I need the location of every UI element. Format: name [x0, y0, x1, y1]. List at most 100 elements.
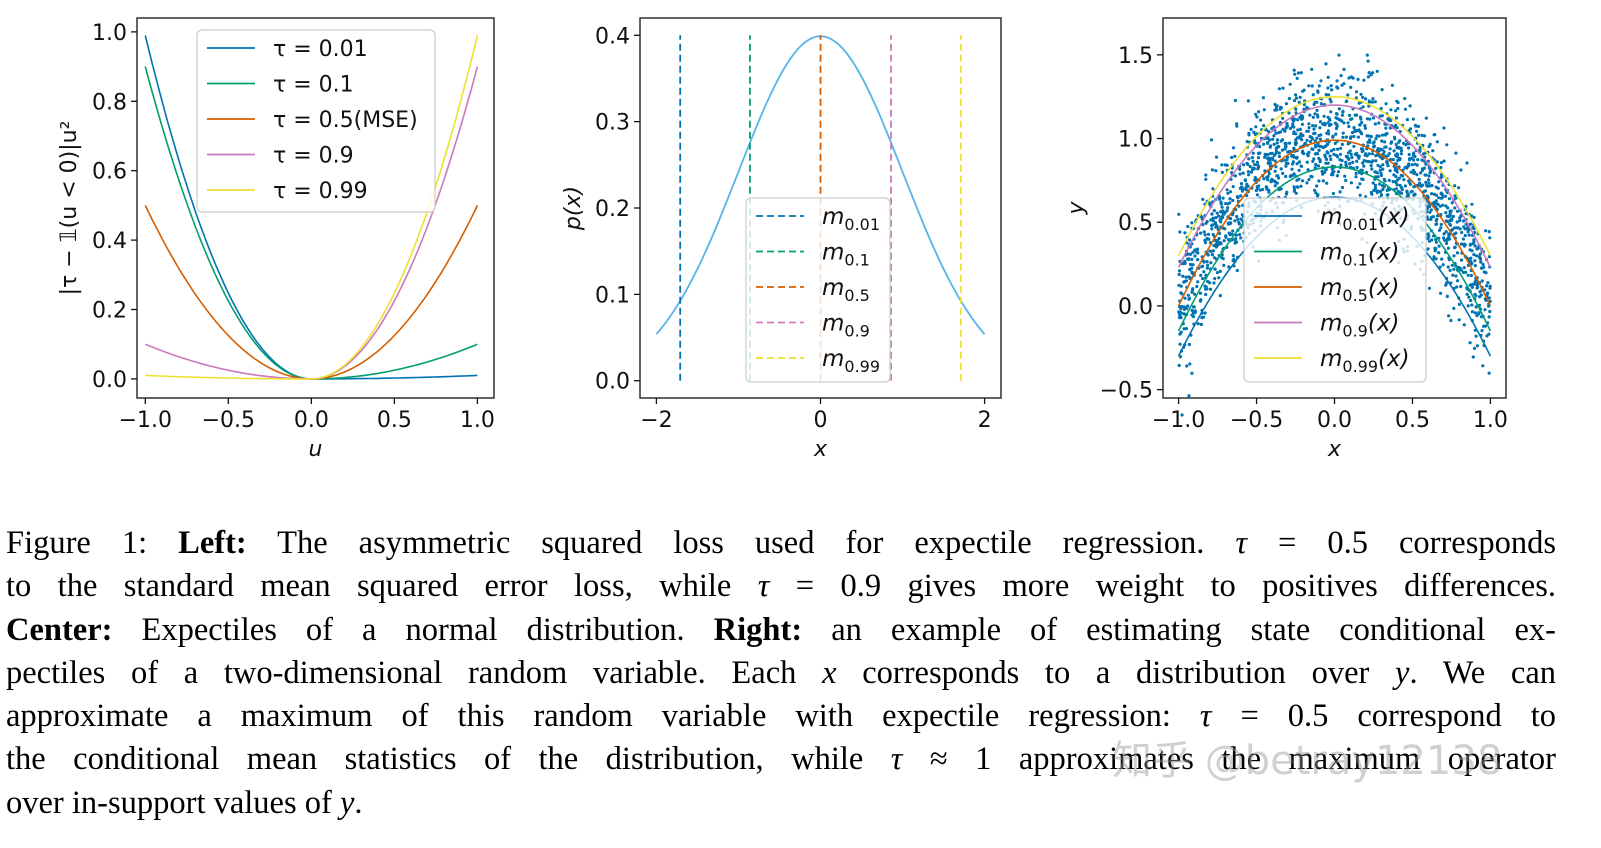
y-tick-label: 0.0: [1118, 295, 1153, 320]
scatter-point: [1329, 110, 1333, 114]
scatter-point: [1375, 134, 1379, 138]
scatter-point: [1292, 187, 1297, 191]
scatter-point: [1368, 138, 1372, 142]
scatter-point: [1439, 175, 1443, 179]
scatter-point: [1474, 305, 1478, 309]
scatter-point: [1379, 173, 1383, 177]
scatter-point: [1323, 170, 1327, 174]
scatter-point: [1270, 126, 1274, 131]
scatter-point: [1199, 273, 1203, 277]
scatter-point: [1290, 167, 1294, 171]
scatter-point: [1485, 334, 1489, 338]
scatter-point: [1338, 152, 1342, 156]
scatter-point: [1317, 84, 1321, 88]
scatter-point: [1324, 161, 1328, 165]
caption-math-symbol: y: [1395, 654, 1410, 691]
scatter-point: [1292, 155, 1296, 159]
scatter-point: [1428, 184, 1432, 188]
scatter-point: [1344, 178, 1348, 183]
scatter-point: [1312, 127, 1316, 131]
scatter-point: [1278, 107, 1282, 111]
scatter-point: [1222, 212, 1226, 216]
scatter-point: [1292, 130, 1296, 134]
scatter-point: [1245, 161, 1249, 165]
scatter-point: [1298, 95, 1302, 99]
scatter-point: [1306, 168, 1310, 172]
scatter-point: [1277, 145, 1281, 149]
scatter-point: [1406, 192, 1410, 196]
scatter-point: [1358, 193, 1362, 197]
scatter-point: [1190, 257, 1194, 261]
scatter-point: [1450, 218, 1454, 222]
scatter-point: [1263, 152, 1267, 156]
scatter-point: [1487, 230, 1491, 234]
scatter-point: [1445, 143, 1449, 147]
scatter-point: [1409, 190, 1413, 194]
legend-label-subscript: 0.5: [1342, 286, 1367, 305]
scatter-point: [1299, 71, 1303, 75]
scatter-point: [1275, 174, 1279, 178]
scatter-point: [1226, 202, 1230, 206]
scatter-point: [1439, 291, 1443, 295]
scatter-point: [1255, 163, 1260, 167]
scatter-point: [1324, 157, 1329, 161]
scatter-point: [1399, 152, 1403, 156]
scatter-point: [1430, 238, 1434, 242]
scatter-point: [1453, 194, 1457, 198]
scatter-point: [1235, 268, 1239, 273]
y-tick-label: 0.4: [92, 229, 127, 254]
caption-text: an example of estimating state condition…: [802, 611, 1556, 648]
scatter-point: [1352, 134, 1356, 139]
scatter-point: [1398, 139, 1402, 143]
scatter-point: [1403, 96, 1407, 101]
scatter-point: [1231, 146, 1236, 150]
scatter-point: [1301, 89, 1305, 93]
scatter-point: [1473, 244, 1477, 248]
scatter-point: [1473, 280, 1477, 284]
scatter-point: [1334, 153, 1338, 157]
scatter-point: [1360, 120, 1364, 125]
scatter-point: [1373, 183, 1378, 187]
scatter-point: [1344, 160, 1348, 164]
scatter-point: [1473, 230, 1477, 234]
x-tick-label: −1.0: [1152, 408, 1205, 433]
scatter-point: [1330, 88, 1334, 92]
legend-label-subscript: 0.99: [1342, 357, 1378, 376]
scatter-point: [1407, 152, 1411, 157]
scatter-point: [1239, 217, 1243, 221]
scatter-point: [1326, 142, 1330, 146]
scatter-point: [1478, 252, 1482, 256]
scatter-point: [1481, 262, 1485, 267]
scatter-point: [1234, 237, 1238, 241]
scatter-point: [1308, 135, 1312, 139]
scatter-point: [1488, 236, 1492, 240]
scatter-point: [1487, 315, 1491, 319]
scatter-point: [1329, 149, 1333, 153]
legend-label: m0.5: [822, 275, 870, 305]
scatter-point: [1284, 144, 1288, 149]
scatter-point: [1458, 218, 1462, 223]
scatter-point: [1212, 209, 1216, 213]
scatter-point: [1457, 186, 1461, 190]
scatter-point: [1391, 180, 1395, 184]
scatter-point: [1365, 53, 1369, 57]
scatter-point: [1432, 255, 1436, 259]
scatter-point: [1324, 93, 1328, 97]
scatter-point: [1441, 263, 1445, 267]
scatter-point: [1272, 125, 1276, 129]
scatter-point: [1452, 254, 1456, 258]
scatter-point: [1198, 291, 1203, 295]
scatter-point: [1415, 173, 1419, 177]
caption-text: approximate a maximum of this random var…: [6, 698, 1200, 735]
scatter-point: [1247, 173, 1251, 177]
scatter-point: [1230, 155, 1234, 160]
scatter-point: [1472, 240, 1476, 244]
scatter-point: [1355, 165, 1359, 170]
scatter-point: [1344, 99, 1348, 104]
scatter-point: [1450, 263, 1454, 267]
scatter-point: [1456, 279, 1460, 283]
scatter-point: [1399, 173, 1403, 177]
scatter-point: [1307, 150, 1311, 154]
scatter-point: [1187, 297, 1191, 301]
scatter-point: [1407, 158, 1412, 162]
